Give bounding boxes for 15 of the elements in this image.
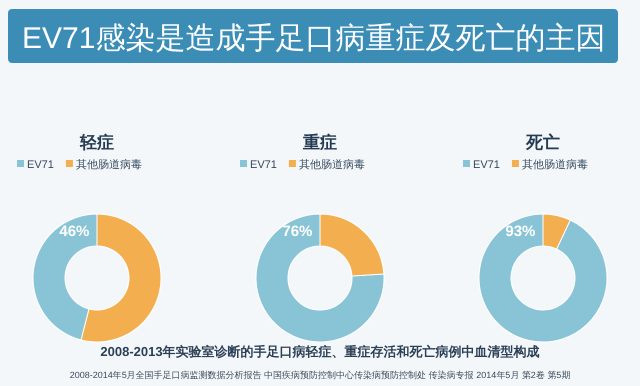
legend-label: EV71: [250, 159, 277, 171]
data-label: 93%: [505, 223, 536, 240]
text: 2008-2014年5月全国手足口病监测数据分析报告 中国疾病预防控制中心传染病预防控制处 传染病专报 2014年5月 第2卷 第5期: [70, 370, 570, 380]
legend-label: EV71: [473, 159, 500, 171]
text: 2008-2013年实验室诊断的手足口病轻症、重症存活和死亡病例中血清型构成: [100, 344, 540, 359]
legend-label: 其他肠道病毒: [522, 158, 588, 171]
legend-label: 其他肠道病毒: [298, 158, 365, 171]
data-label: 46%: [59, 223, 90, 240]
legend-label: 其他肠道病毒: [76, 158, 142, 171]
chart-title: 轻症: [79, 133, 114, 152]
data-label: 76%: [282, 223, 312, 240]
text: EV71感染是造成手足口病重症及死亡的主因: [22, 22, 606, 55]
chart-title: 死亡: [525, 133, 560, 152]
chart-title: 重症: [302, 133, 337, 152]
legend-label: EV71: [27, 159, 54, 171]
